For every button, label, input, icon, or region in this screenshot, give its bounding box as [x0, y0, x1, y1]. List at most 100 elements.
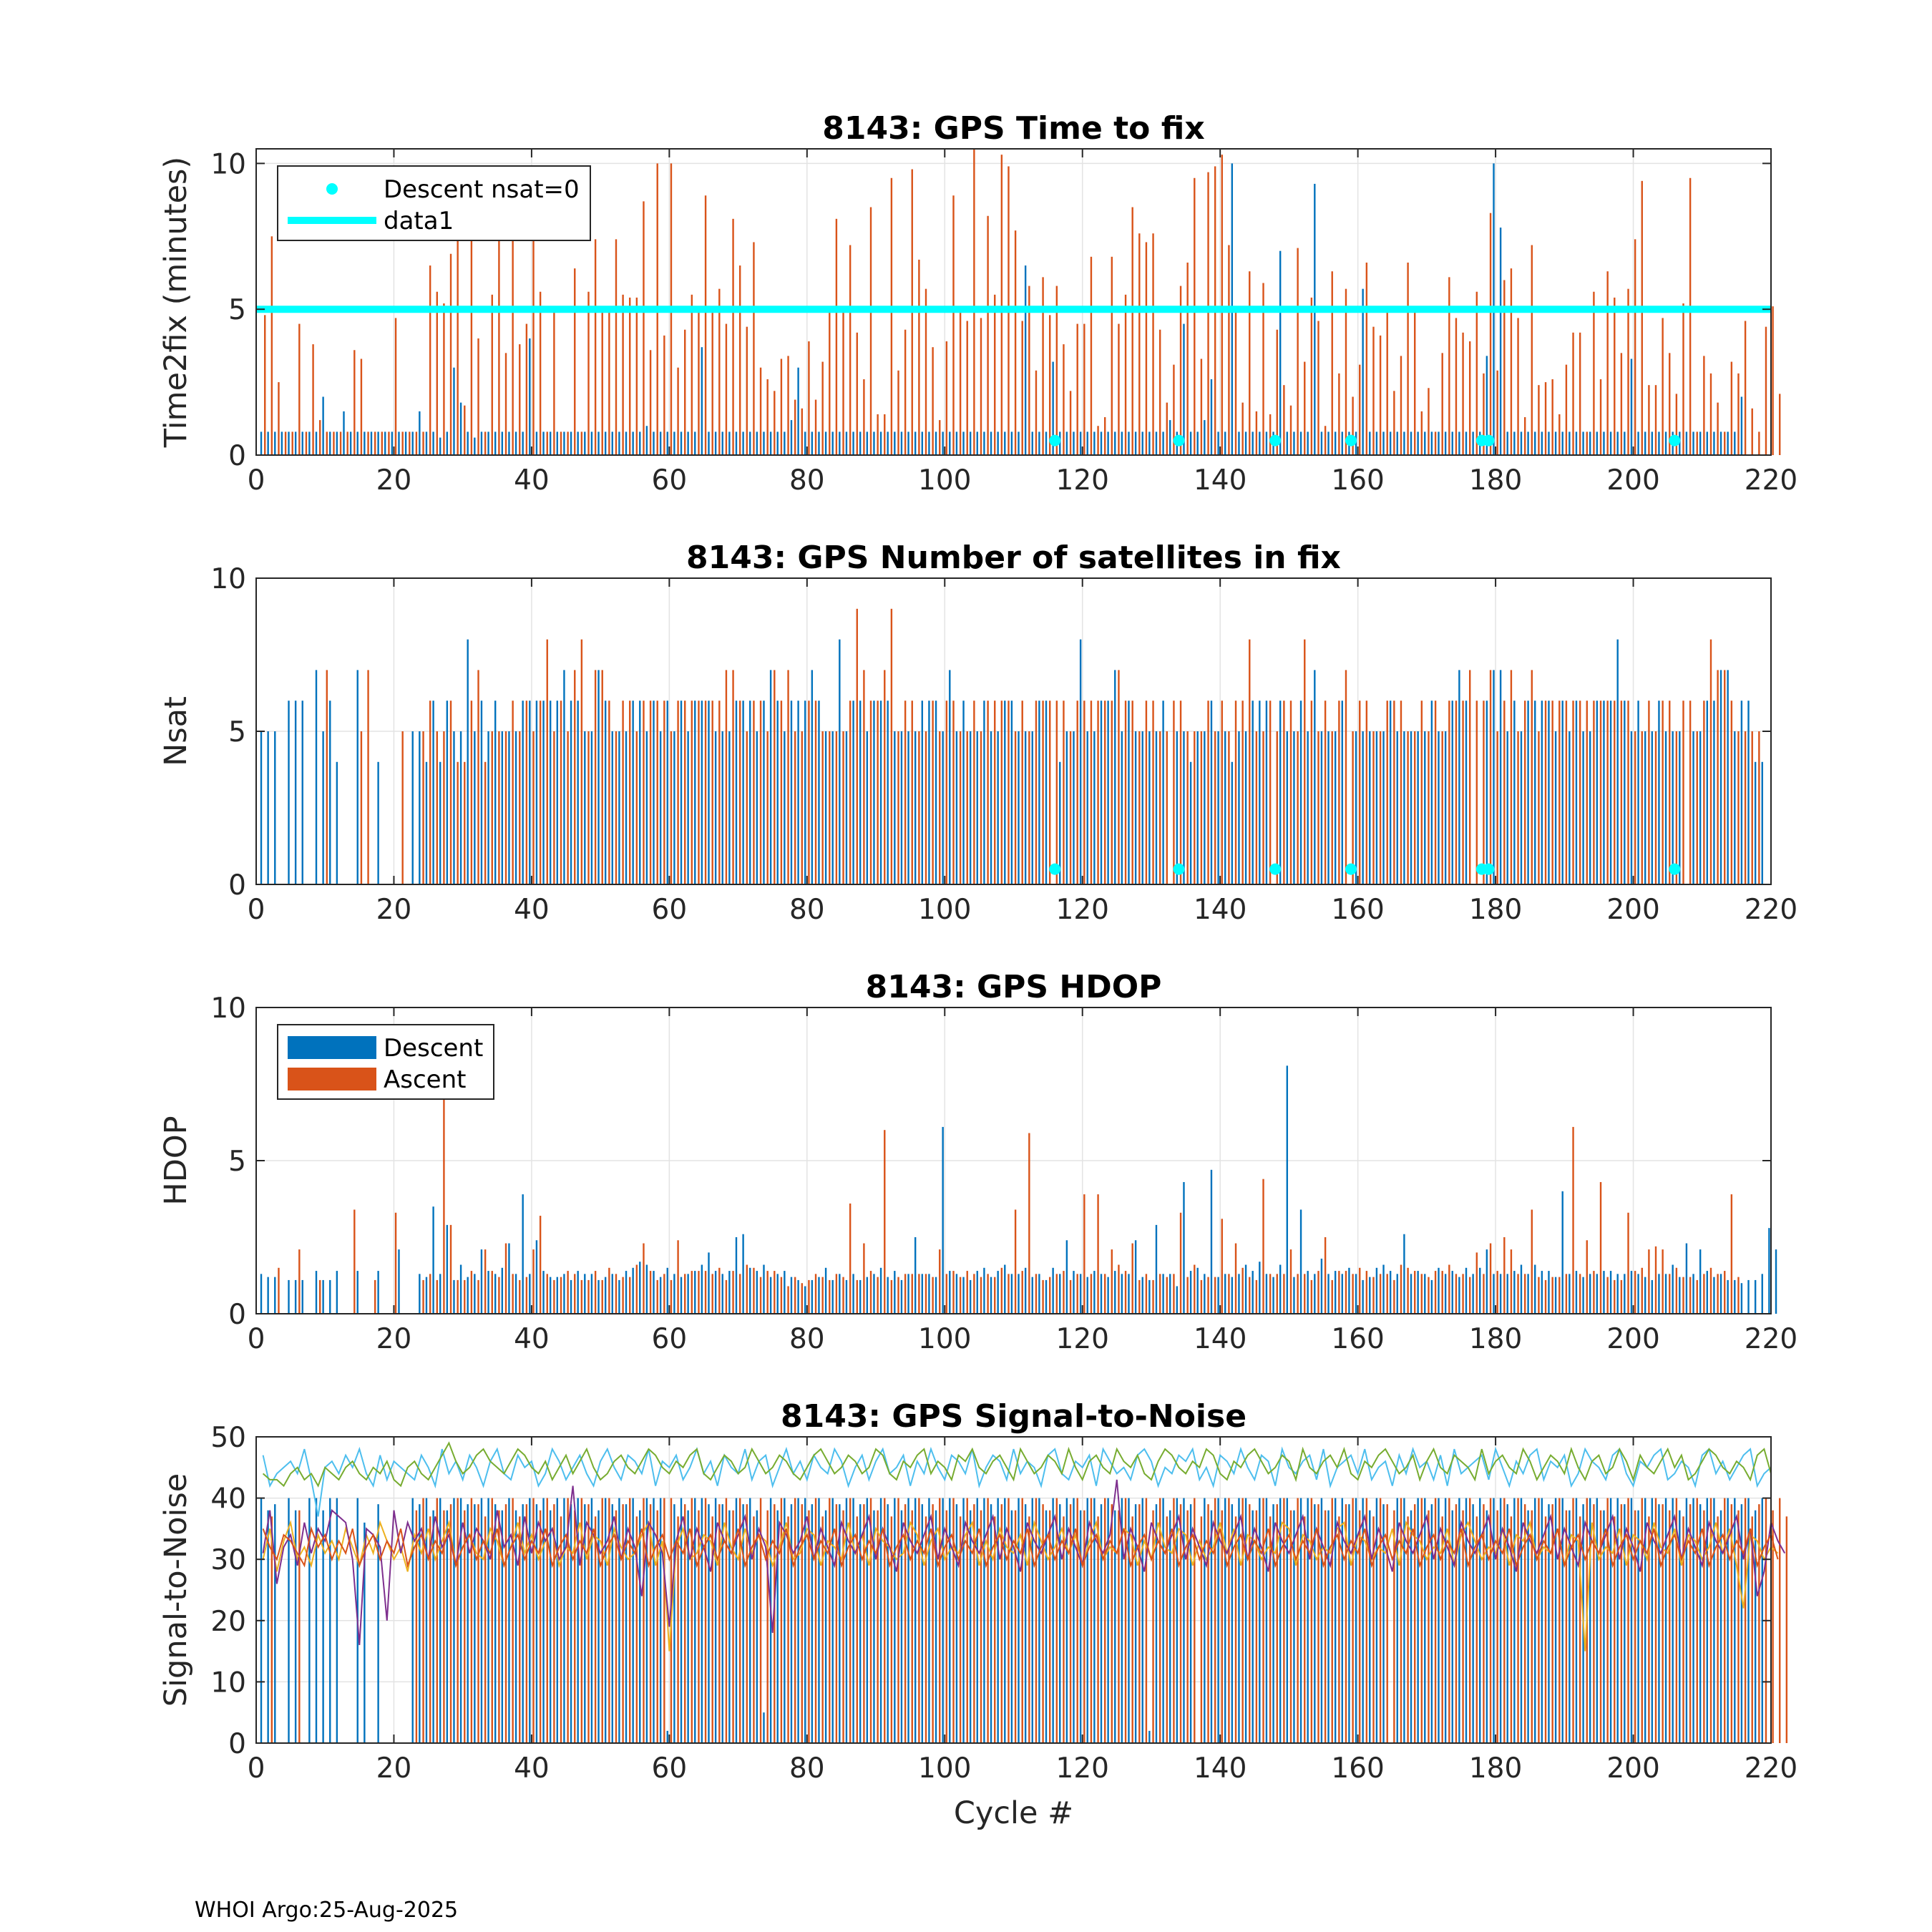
ascent-bar [1730, 1504, 1733, 1743]
descent-bar [1527, 431, 1529, 455]
y-axis-label: HDOP [158, 1116, 194, 1205]
descent-bar [990, 431, 992, 455]
descent-bar [1265, 1274, 1268, 1314]
descent-bar [639, 701, 641, 884]
descent-bar [990, 1504, 992, 1743]
descent-bar [742, 1504, 744, 1743]
descent-bar [1679, 731, 1681, 884]
ascent-bar [622, 1277, 624, 1314]
descent-bar [845, 1279, 848, 1314]
descent-bar [680, 1498, 683, 1743]
ascent-bar [821, 731, 824, 884]
descent-bar [907, 431, 909, 455]
descent-bar [590, 1498, 593, 1743]
ascent-bar [270, 1516, 273, 1743]
ascent-bar [774, 1504, 776, 1743]
ascent-bar [835, 731, 838, 884]
descent-bar [1107, 1277, 1109, 1314]
descent-bar [1568, 731, 1571, 884]
descent-bar [680, 701, 683, 884]
ascent-bar [1379, 1274, 1382, 1314]
descent-bar [487, 1498, 489, 1743]
nsat0-marker [1049, 863, 1061, 875]
ascent-bar [457, 1498, 459, 1743]
descent-bar [935, 701, 937, 884]
descent-bar [1589, 431, 1591, 455]
ascent-bar [270, 236, 273, 455]
ascent-bar [1579, 1516, 1581, 1743]
ascent-bar [1414, 1504, 1416, 1743]
ascent-bar [464, 761, 466, 884]
ascent-bar [987, 1274, 989, 1314]
ascent-bar [443, 1093, 445, 1314]
descent-bar [542, 431, 545, 455]
descent-bar [322, 731, 324, 884]
descent-bar [1065, 731, 1068, 884]
ascent-bar [1709, 373, 1712, 455]
descent-bar [1052, 361, 1054, 455]
ascent-bar [1724, 1498, 1726, 1743]
descent-bar [1506, 431, 1508, 455]
descent-bar [907, 1274, 909, 1314]
ascent-bar [1049, 1510, 1051, 1743]
ascent-bar [449, 1224, 452, 1314]
descent-bar [673, 731, 675, 884]
ascent-bar [1469, 1498, 1471, 1743]
descent-bar [1196, 431, 1199, 455]
descent-bar [914, 1237, 917, 1314]
snr-series-line [262, 1479, 1786, 1646]
ascent-bar [1304, 1274, 1306, 1314]
descent-bar [1699, 731, 1702, 884]
descent-bar [1176, 731, 1179, 884]
ascent-bar [1145, 1498, 1148, 1743]
descent-bar [288, 1279, 290, 1314]
ascent-bar [1338, 373, 1340, 455]
ascent-bar [897, 1277, 899, 1314]
ascent-bar [821, 361, 824, 455]
ascent-bar [1173, 1274, 1175, 1314]
descent-bar [632, 1267, 634, 1314]
descent-bar [288, 701, 290, 884]
descent-bar [1679, 431, 1681, 455]
descent-bar [1299, 1209, 1302, 1314]
descent-bar [1362, 731, 1364, 884]
descent-bar [411, 1498, 414, 1743]
descent-bar [839, 1274, 841, 1314]
chart-title: 8143: GPS Signal-to-Noise [781, 1398, 1246, 1435]
ascent-bar [1158, 731, 1161, 884]
descent-bar [1286, 731, 1289, 884]
x-tick-label: 160 [1331, 1752, 1384, 1785]
ascent-bar [539, 1510, 542, 1743]
descent-bar [1644, 431, 1646, 455]
ascent-bar [1448, 1498, 1450, 1743]
descent-bar [1128, 1274, 1130, 1314]
ascent-bar [1249, 1504, 1251, 1743]
descent-bar [694, 431, 696, 455]
ascent-bar [1241, 402, 1244, 455]
ascent-bar [1249, 639, 1251, 884]
ascent-bar [1503, 1498, 1506, 1743]
ascent-bar [601, 306, 603, 455]
descent-bar [1699, 1504, 1702, 1743]
ascent-bar [574, 268, 576, 455]
descent-bar [997, 431, 999, 455]
descent-bar [1616, 431, 1619, 455]
descent-bar [597, 1279, 600, 1314]
ascent-bar [849, 245, 852, 455]
ascent-bar [298, 323, 301, 455]
nsat0-marker [1345, 863, 1357, 875]
ascent-bar [1021, 1271, 1023, 1314]
ascent-bar [1517, 318, 1519, 455]
ascent-bar [1276, 731, 1278, 884]
ascent-bar [1538, 731, 1540, 884]
ascent-bar [360, 358, 363, 455]
ascent-bar [1194, 1498, 1196, 1743]
descent-bar [1018, 1498, 1020, 1743]
ascent-bar [1428, 1277, 1430, 1314]
ascent-bar [774, 670, 776, 884]
ascent-bar [326, 670, 328, 884]
ascent-bar [1523, 701, 1526, 884]
descent-bar [962, 701, 965, 884]
ascent-bar [1620, 1279, 1623, 1314]
ascent-bar [829, 1279, 831, 1314]
